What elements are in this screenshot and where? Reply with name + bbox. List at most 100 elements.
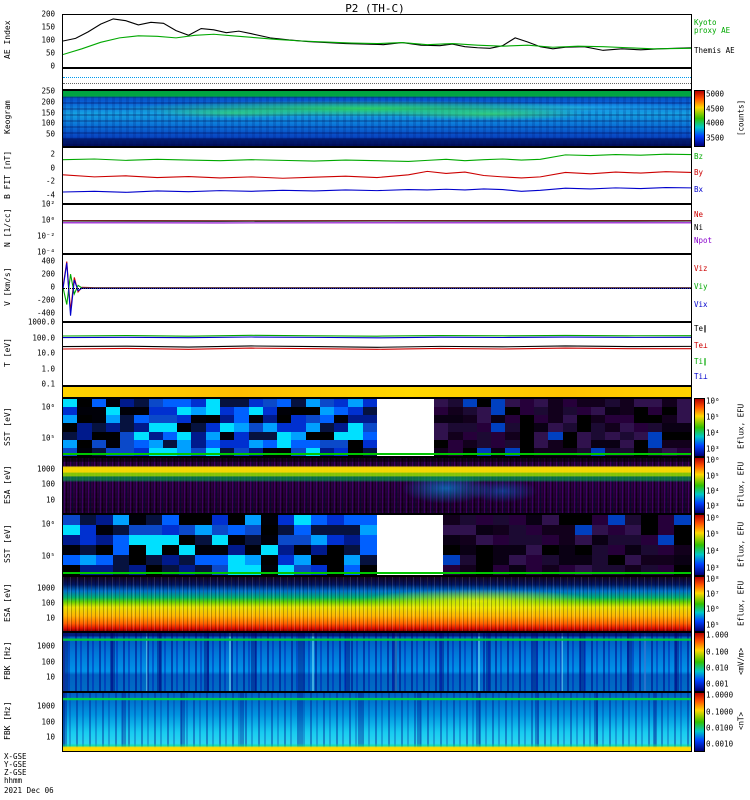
tick-label: 1000 [36,701,55,711]
mode-bar-area [62,386,692,398]
row-label-x-gse: X-GSE [4,752,27,761]
sst-ions-y-ticks: 10⁶ 10⁵ [0,403,58,443]
tick-label: 200 [41,9,55,19]
dotted-guide-blue [63,77,691,78]
tick-label: 4500 [706,104,725,113]
fbk-efd-colorbar-unit: <mV/m> [736,647,746,675]
panel-reference-strip [0,68,750,90]
sst-electrons-y-ticks: 10⁶ 10⁵ [0,519,58,560]
panel-fbk-scm: FBK [Hz] 1000 100 10 1.0000 0.1000 0.0100 0.0… [0,691,750,752]
tick-label: 10⁵ [706,620,720,630]
tick-label: 250 [41,86,55,96]
panel-sst-electrons: SST [eV] 10⁶ 10⁵ 10⁶ 10⁵ 10⁴ 10³ Eflux, EFU [0,513,750,576]
series-label-ne: Ne [694,209,704,219]
fbk-scm-plot-area [62,692,692,752]
fbk-scm-colorbar-unit: <nT> [736,711,746,731]
tick-label: 200 [41,269,55,279]
esa-ions-colorbar-ticks: 10⁶ 10⁵ 10⁴ 10³ [706,456,736,511]
series-label-bx: Bx [694,184,704,194]
row-label-z-gse: Z-GSE [4,768,27,777]
tick-label: 10⁰ [41,215,55,225]
tick-label: 4000 [706,118,725,128]
fbk-efd-colorbar [694,632,705,692]
fbk-scm-colorbar [694,692,705,752]
series-label-ti-perp: Ti⊥ [694,371,708,381]
series-label-viy: Viy [694,281,708,291]
series-label-kyoto-proxy-ae: Kyoto proxy AE [694,17,731,35]
tick-label: 10⁻² [36,231,55,241]
tick-label: 10⁵ [706,471,720,481]
tick-label: 10⁶ [706,604,720,614]
density-plot-area [62,204,692,254]
tick-label: 3500 [706,133,725,143]
tick-label: 0.1 [41,379,55,389]
tick-label: 100 [41,717,55,727]
keogram-plot-area [62,90,692,147]
tick-label: 10⁻⁴ [36,247,55,257]
strip-plot-area [62,68,692,90]
keogram-colorbar [694,90,705,147]
sst-electrons-baseline [63,572,691,574]
keogram-colorbar-ticks: 5000 4500 4000 3500 [706,89,736,142]
keogram-colorbar-unit: [counts] [736,99,746,136]
tick-label: 5000 [706,89,725,99]
series-label-npot: Npot [694,236,713,246]
ae-y-ticks: 200 150 100 50 0 [0,10,58,71]
tick-label: 150 [41,22,55,32]
row-label-y-gse: Y-GSE [4,760,27,769]
tick-label: 10⁶ [41,519,55,529]
sst-ions-baseline [63,453,691,455]
tick-label: 1000 [36,641,55,651]
series-label-te-perp: Te⊥ [694,340,708,350]
esa-electrons-colorbar-unit: Eflux, EFU [736,580,746,626]
series-label-vix: Vix [694,300,708,310]
esa-electrons-y-ticks: 1000 100 10 [0,583,58,622]
tick-label: 1.0 [41,364,55,373]
tick-label: 10⁵ [41,551,55,561]
velocity-y-ticks: 400 200 0 -200 -400 [0,256,58,318]
tick-label: 10⁵ [706,529,720,539]
tick-label: 100.0 [32,333,55,342]
series-label-by: By [694,168,704,178]
tick-label: 0.010 [706,663,729,673]
ae-line-chart [63,15,691,67]
series-label-ni: Ni [694,222,704,232]
tick-label: 10⁴ [706,428,720,438]
temperature-series-labels: Te∥ Te⊥ Ti∥ Ti⊥ [694,322,748,384]
series-label-te-par: Te∥ [694,324,707,334]
fbk-efd-spectrogram [63,633,691,691]
esa-ions-plot-area [62,457,692,514]
tick-label: 200 [41,97,55,107]
tick-label: 10⁷ [706,589,720,599]
tick-label: 100 [41,118,55,128]
date-label: 2021 Dec 06 [4,786,54,795]
fbk-efd-y-ticks: 1000 100 10 [0,641,58,681]
tick-label: 50 [45,129,55,139]
tick-label: 1.000 [706,630,729,640]
sst-ions-colorbar-ticks: 10⁶ 10⁵ 10⁴ 10³ [706,397,736,454]
tick-label: 100 [41,598,55,608]
series-label-ti-par: Ti∥ [694,356,707,366]
tick-label: 10 [45,732,55,742]
ae-plot-area [62,14,692,68]
sst-ions-spectrogram: 54.113.3-3.3080054.413.7-3.2082054.614.0… [63,399,691,456]
temperature-y-ticks: 1000.0 100.0 10.0 1.0 0.1 [0,318,58,389]
fbk-scm-colorbar-ticks: 1.0000 0.1000 0.0100 0.0010 [706,691,736,749]
tick-label: 400 [41,256,55,266]
row-label-hhmm: hhmm [4,776,23,785]
tick-label: 10⁵ [706,412,720,422]
page-title: P2 (TH-C) [345,2,405,15]
tick-label: 10.0 [36,348,55,358]
sst-electrons-plot-area [62,514,692,576]
tick-label: 10⁶ [706,513,720,523]
series-label-themis-ae: Themis AE [694,46,735,56]
tick-label: 10³ [706,501,720,511]
panel-temperature: T [eV] 1000.0 100.0 10.0 1.0 0.1 Te∥ Te⊥ Ti∥… [0,318,750,389]
tick-label: 10⁵ [41,433,55,443]
velocity-plot-area [62,254,692,322]
bfit-y-ticks: 2 0 -2 -4 [0,149,58,199]
tick-label: 10³ [706,444,720,454]
tick-label: 10⁶ [41,402,55,412]
tick-label: 0 [50,61,55,71]
